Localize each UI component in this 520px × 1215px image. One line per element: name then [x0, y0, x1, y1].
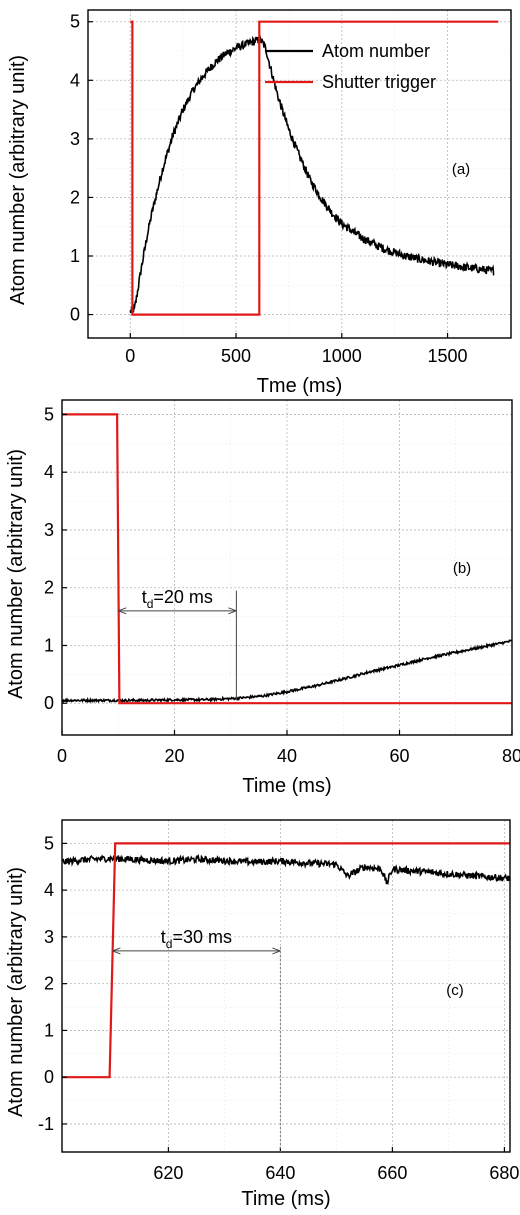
panel-c: 620 640 660 680 -1 0 1 2 3 4 5 Time (ms) Atom number…: [5, 819, 519, 1210]
x-axis-label: Time (ms): [241, 1188, 330, 1210]
panel-a: 0 500 1000 1500 0 1 2 3 4 5 Tme (ms) Atom number (a…: [7, 9, 512, 397]
y-tick-label: 0: [44, 1067, 54, 1087]
x-tick-label: 1000: [322, 346, 362, 366]
y-tick-label: 0: [70, 305, 80, 325]
y-tick-label: 3: [44, 927, 54, 947]
shutter-trigger-line: [62, 413, 512, 705]
plot-frame: [61, 819, 511, 1153]
x-tick-label: 40: [277, 746, 297, 766]
panel-b: 0 20 40 60 80 0 1 2 3 4 5 Time (ms) Atom number (arb…: [5, 399, 520, 797]
y-tick-label: -1: [38, 1114, 54, 1134]
delay-arrow-heads: [118, 607, 237, 615]
y-tick-label: 4: [70, 70, 80, 90]
shutter-trigger-line: [62, 842, 510, 1079]
y-tick-label: 3: [70, 129, 80, 149]
y-tick-label: 5: [44, 833, 54, 853]
x-tick-label: 680: [489, 1163, 519, 1183]
y-tick-label: 5: [70, 12, 80, 32]
x-axis-label: Tme (ms): [257, 375, 343, 397]
x-tick-label: 620: [153, 1163, 183, 1183]
y-tick-label: 4: [44, 462, 54, 482]
shutter-trigger-line: [130, 20, 499, 316]
y-axis-label: Atom number (arbitrary unit): [5, 449, 27, 699]
atom-number-line: [61, 639, 513, 704]
y-axis-label: Atom number (arbitrary unit): [7, 55, 29, 305]
y-tick-label: 3: [44, 520, 54, 540]
delay-arrow-heads: [112, 947, 281, 955]
x-tick-label: 60: [389, 746, 409, 766]
x-tick-label: 20: [164, 746, 184, 766]
delay-annotation: td=20 ms: [142, 587, 213, 611]
x-tick-label: 1500: [428, 346, 468, 366]
y-tick-label: 1: [44, 1020, 54, 1040]
y-tick-label: 2: [44, 974, 54, 994]
atom-number-line: [61, 853, 511, 886]
panel-label: (c): [446, 982, 464, 999]
x-axis-label: Time (ms): [242, 775, 331, 797]
y-tick-label: 4: [44, 880, 54, 900]
y-tick-label: 2: [44, 578, 54, 598]
x-tick-label: 80: [502, 746, 520, 766]
y-axis-label: Atom number (arbitrary unit): [5, 867, 27, 1117]
x-tick-label: 660: [377, 1163, 407, 1183]
x-tick-label: 640: [265, 1163, 295, 1183]
y-tick-label: 2: [70, 187, 80, 207]
plot-frame: [87, 9, 512, 339]
x-tick-label: 0: [125, 346, 135, 366]
panel-label: (b): [453, 560, 471, 577]
y-tick-label: 5: [44, 404, 54, 424]
y-tick-label: 1: [44, 635, 54, 655]
x-tick-label: 0: [57, 746, 67, 766]
panel-label: (a): [452, 161, 470, 178]
legend-label: Atom number: [322, 41, 430, 61]
y-tick-label: 0: [44, 693, 54, 713]
legend-label: Shutter trigger: [322, 72, 436, 92]
y-tick-label: 1: [70, 246, 80, 266]
atom-number-line: [129, 33, 495, 314]
legend: Atom number Shutter trigger: [265, 41, 436, 92]
delay-annotation: td=30 ms: [161, 927, 232, 951]
x-tick-label: 500: [221, 346, 251, 366]
